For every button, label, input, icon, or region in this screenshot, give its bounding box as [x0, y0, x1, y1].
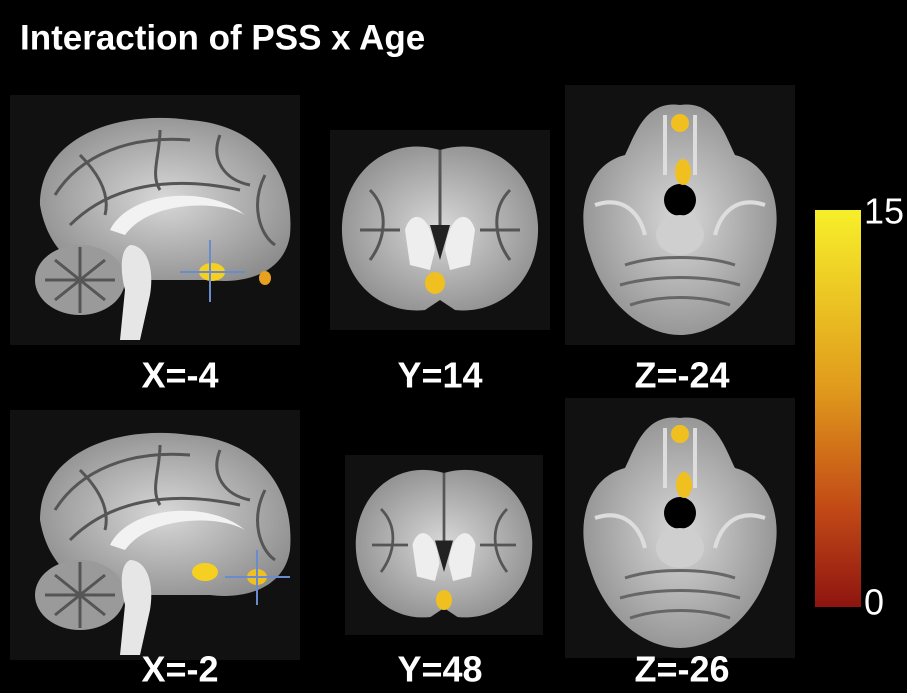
activation: [676, 472, 692, 498]
slice-label: Z=-26: [634, 649, 729, 690]
colorbar-gradient: [815, 210, 861, 607]
sagittal-slice: [10, 410, 300, 660]
slice-label: Y=14: [397, 355, 482, 396]
activation: [675, 159, 691, 185]
activation: [259, 271, 271, 285]
colorbar: 15 0: [815, 191, 904, 623]
figure: Interaction of PSS x Age X=-4 Y=14 Z=-24…: [0, 0, 907, 693]
page: {"title": "Interaction of PSS x Age", "p…: [0, 0, 907, 693]
colorbar-label: 0: [864, 582, 884, 623]
activation: [671, 114, 689, 132]
coronal-slice: [330, 130, 550, 330]
slice-label: X=-2: [141, 649, 218, 690]
colorbar-label: 15: [864, 191, 904, 232]
slice-label: X=-4: [141, 355, 218, 396]
sagittal-slice: [10, 95, 300, 345]
slice-label: Z=-24: [634, 355, 729, 396]
slice-label: Y=48: [397, 649, 482, 690]
activation: [192, 563, 218, 581]
activation: [425, 272, 445, 294]
title: Interaction of PSS x Age: [20, 18, 425, 57]
activation: [436, 590, 452, 610]
activation: [671, 425, 689, 443]
